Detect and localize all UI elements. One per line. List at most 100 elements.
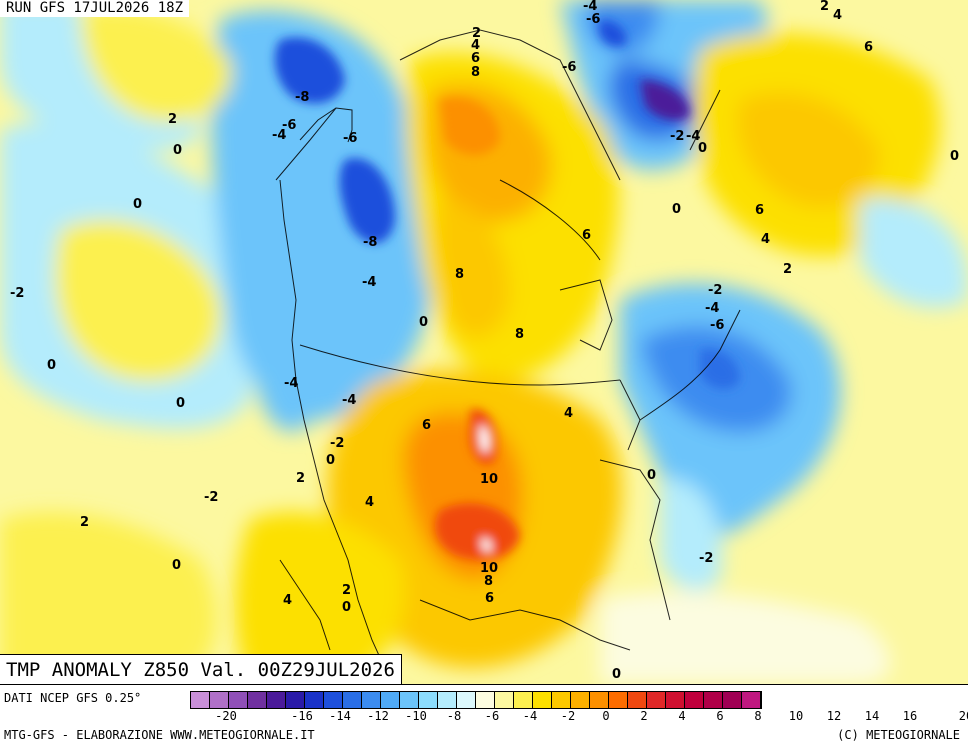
scale-tick: -8 [446, 709, 462, 723]
contour-label: 4 [283, 593, 293, 608]
contour-label: -8 [363, 235, 378, 250]
scale-tick: -4 [522, 709, 538, 723]
contour-label: 6 [755, 203, 765, 218]
scale-tick: 2 [640, 709, 648, 723]
contour-label: 0 [133, 197, 143, 212]
contour-label: 0 [47, 358, 57, 373]
scale-swatch [704, 692, 723, 708]
scale-tick: -6 [484, 709, 500, 723]
scale-tick: 10 [788, 709, 804, 723]
contour-label: 6 [582, 228, 592, 243]
contour-label: 8 [471, 65, 481, 80]
contour-label: -8 [295, 90, 310, 105]
scale-swatch [419, 692, 438, 708]
contour-label: 0 [419, 315, 429, 330]
scale-swatch [343, 692, 362, 708]
scale-swatch [647, 692, 666, 708]
data-source: DATI NCEP GFS 0.25° [4, 691, 142, 705]
contour-label: 4 [564, 406, 574, 421]
contour-label: 2 [80, 515, 90, 530]
contour-label: 4 [833, 8, 843, 23]
contour-label: 0 [173, 143, 183, 158]
contour-label: 2 [820, 0, 830, 14]
contour-label: -6 [562, 60, 577, 75]
contour-label: 0 [698, 141, 708, 156]
scale-swatch [552, 692, 571, 708]
scale-swatch [324, 692, 343, 708]
contour-label: -4 [342, 393, 357, 408]
contour-label: -6 [282, 118, 297, 133]
contour-label: -6 [343, 131, 358, 146]
scale-swatch [362, 692, 381, 708]
color-scale [190, 691, 762, 709]
scale-swatch [723, 692, 742, 708]
scale-tick: 6 [716, 709, 724, 723]
scale-tick: 8 [754, 709, 762, 723]
contour-label: 2 [342, 583, 352, 598]
contour-label: -2 [699, 551, 714, 566]
contour-label: -4 [284, 376, 299, 391]
contour-label: 0 [672, 202, 682, 217]
contour-label: 2 [472, 26, 482, 41]
scale-swatch [229, 692, 248, 708]
contour-label: 4 [761, 232, 771, 247]
contour-label: 2 [296, 471, 306, 486]
map-title: TMP ANOMALY Z850 Val. 00Z29JUL2026 [0, 654, 402, 685]
scale-swatch [305, 692, 324, 708]
contour-label: 0 [176, 396, 186, 411]
scale-swatch [457, 692, 476, 708]
contour-label: 0 [342, 600, 352, 615]
scale-swatch [438, 692, 457, 708]
contour-label: -2 [330, 436, 345, 451]
scale-swatch [628, 692, 647, 708]
contour-label: 6 [422, 418, 432, 433]
contour-label: 6 [864, 40, 874, 55]
scale-tick: 0 [602, 709, 610, 723]
contour-label: 0 [647, 468, 657, 483]
scale-swatch [590, 692, 609, 708]
contour-label: -4 [272, 128, 287, 143]
contour-label: 10 [480, 472, 499, 487]
contour-label: 6 [471, 51, 481, 66]
contour-label: 4 [365, 495, 375, 510]
scale-swatch [191, 692, 210, 708]
contour-label: -2 [708, 283, 723, 298]
contour-label: -6 [586, 12, 601, 27]
contour-label: 2 [783, 262, 793, 277]
scale-tick: -2 [560, 709, 576, 723]
anomaly-field [0, 0, 968, 684]
contour-label: 8 [455, 267, 465, 282]
contour-label: 8 [515, 327, 525, 342]
contour-label: 0 [950, 149, 960, 164]
scale-tick: -16 [291, 709, 313, 723]
scale-swatch [609, 692, 628, 708]
contour-label: 0 [612, 667, 622, 682]
contour-label: 2 [168, 112, 178, 127]
copyright-text: (C) METEOGIORNALE [837, 728, 960, 742]
scale-swatch [381, 692, 400, 708]
contour-label: 4 [471, 38, 481, 53]
scale-swatch [476, 692, 495, 708]
contour-label: -2 [670, 129, 685, 144]
contour-label: -2 [10, 286, 25, 301]
color-scale-ticks: -20-16-14-12-10-8-6-4-2024681012141620 [190, 709, 968, 725]
scale-tick: 16 [902, 709, 918, 723]
scale-tick: 14 [864, 709, 880, 723]
scale-swatch [286, 692, 305, 708]
contour-label: 10 [480, 561, 499, 576]
scale-swatch [400, 692, 419, 708]
scale-swatch [571, 692, 590, 708]
run-header: RUN GFS 17JUL2026 18Z [0, 0, 190, 17]
scale-tick: 4 [678, 709, 686, 723]
contour-label: 0 [326, 453, 336, 468]
scale-tick: 20 [958, 709, 968, 723]
scale-swatch [210, 692, 229, 708]
scale-swatch [267, 692, 286, 708]
contour-label: -2 [204, 490, 219, 505]
contour-label: -6 [710, 318, 725, 333]
contour-label: -4 [583, 0, 598, 14]
scale-tick: -10 [405, 709, 427, 723]
contour-label: -4 [686, 129, 701, 144]
scale-tick: 12 [826, 709, 842, 723]
scale-tick: -14 [329, 709, 351, 723]
